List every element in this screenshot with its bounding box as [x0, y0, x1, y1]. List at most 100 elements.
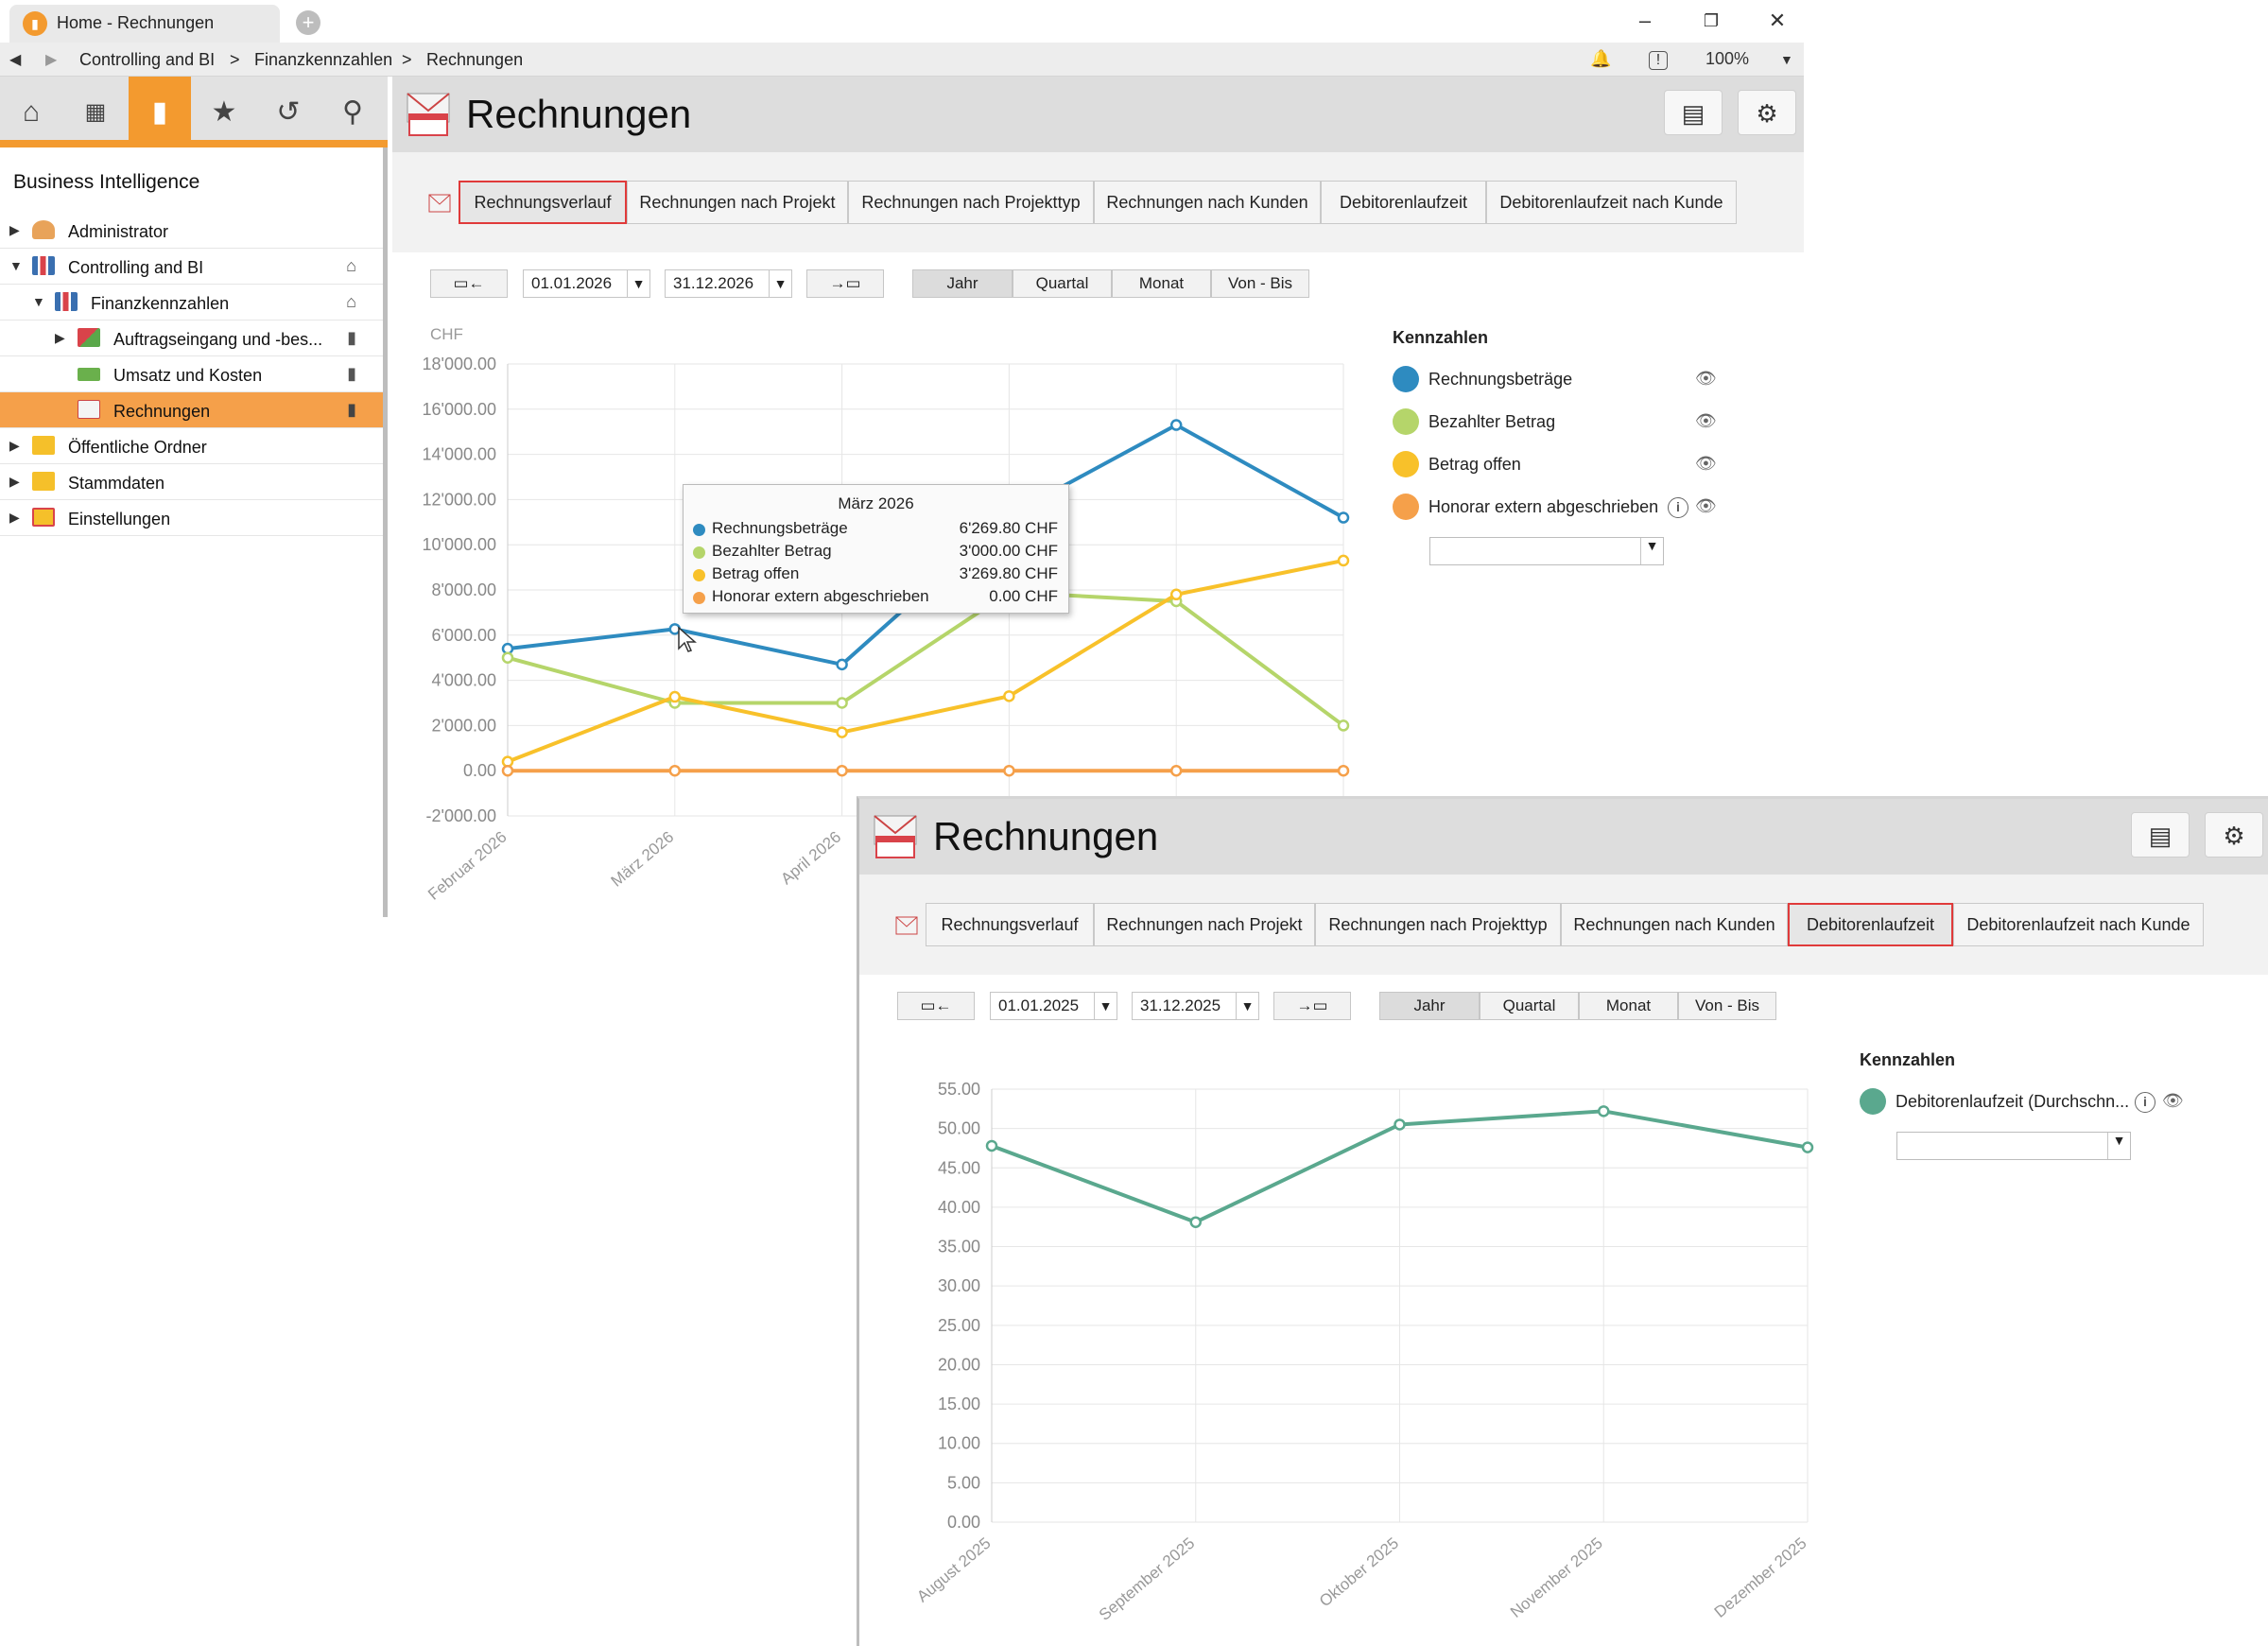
kennzahl-select[interactable]: ▼	[1429, 537, 1664, 565]
calendar-icon[interactable]: ▦	[84, 99, 107, 125]
zoom-level[interactable]: 100%	[1705, 49, 1750, 68]
tree-item-oeffentliche-ordner[interactable]: ▶ Öffentliche Ordner	[0, 428, 383, 464]
chart-icon[interactable]: ▮	[347, 364, 356, 383]
breadcrumb-item[interactable]: Rechnungen	[426, 50, 524, 69]
kennzahl-honorar-extern[interactable]: Honorar extern abgeschrieben i 👁	[1393, 494, 1771, 522]
browser-tab[interactable]: ▮ Home - Rechnungen	[9, 5, 280, 43]
tree-item-umsatz[interactable]: Umsatz und Kosten ▮	[0, 356, 383, 392]
kennzahl-select[interactable]: ▼	[1896, 1132, 2131, 1160]
kennzahlen-title: Kennzahlen	[1860, 1050, 1956, 1069]
tab-debitorenlaufzeit-nach-kunde[interactable]: Debitorenlaufzeit nach Kunde	[1486, 181, 1737, 224]
tab-debitorenlaufzeit[interactable]: Debitorenlaufzeit	[1788, 903, 1953, 946]
tab-debitorenlaufzeit-nach-kunde[interactable]: Debitorenlaufzeit nach Kunde	[1953, 903, 2204, 946]
tree-item-controlling[interactable]: ▼ Controlling and BI ⌂	[0, 249, 383, 285]
tab-rechnungen-nach-kunden[interactable]: Rechnungen nach Kunden	[1094, 181, 1321, 224]
next-period-button[interactable]: →▭	[806, 269, 884, 298]
export-button[interactable]: ▤	[1664, 90, 1723, 135]
eye-icon[interactable]: 👁	[1695, 454, 1717, 473]
eye-icon[interactable]: 👁	[2162, 1091, 2184, 1110]
settings-button[interactable]: ⚙	[1738, 90, 1796, 135]
date-from-picker[interactable]: 01.01.2025 ▼	[990, 992, 1117, 1020]
tree-item-stammdaten[interactable]: ▶ Stammdaten	[0, 464, 383, 500]
next-period-button[interactable]: →▭	[1273, 992, 1351, 1020]
date-to-picker[interactable]: 31.12.2026 ▼	[665, 269, 792, 298]
bell-icon[interactable]: 🔔	[1590, 49, 1612, 68]
legend-dot	[1393, 408, 1419, 435]
kennzahl-betrag-offen[interactable]: Betrag offen 👁	[1393, 451, 1771, 479]
export-button[interactable]: ▤	[2131, 812, 2190, 858]
restore-icon[interactable]: ❐	[1703, 11, 1720, 30]
period-von-bis[interactable]: Von - Bis	[1211, 269, 1309, 298]
tree-item-rechnungen[interactable]: Rechnungen ▮	[0, 392, 383, 428]
chart-icon[interactable]: ▮	[347, 328, 356, 347]
period-jahr[interactable]: Jahr	[912, 269, 1013, 298]
chevron-down-icon[interactable]: ▼	[1094, 993, 1117, 1019]
collapse-arrow-icon[interactable]: ▼	[32, 294, 45, 309]
history-icon[interactable]: ↺	[276, 96, 301, 128]
home-icon[interactable]: ⌂	[22, 96, 41, 128]
info-icon[interactable]: i	[1668, 497, 1688, 518]
back-arrow-icon[interactable]: ◀	[9, 52, 22, 68]
prev-period-button[interactable]: ▭←	[430, 269, 508, 298]
tab-rechnungen-nach-projekt[interactable]: Rechnungen nach Projekt	[627, 181, 848, 224]
tooltip-row: Rechnungsbeträge 6'269.80 CHF	[693, 519, 1062, 540]
minimize-icon[interactable]: –	[1638, 9, 1652, 32]
tab-rechnungen-nach-kunden[interactable]: Rechnungen nach Kunden	[1561, 903, 1788, 946]
tree-item-einstellungen[interactable]: ▶ Einstellungen	[0, 500, 383, 536]
tab-rechnungsverlauf[interactable]: Rechnungsverlauf	[926, 903, 1094, 946]
chevron-down-icon[interactable]: ▼	[769, 270, 791, 297]
x-tick-label: November 2025	[1507, 1534, 1606, 1621]
close-icon[interactable]: ✕	[1768, 9, 1787, 32]
chevron-down-icon[interactable]: ▼	[627, 270, 649, 297]
chevron-down-icon[interactable]: ▼	[1640, 538, 1663, 564]
tab-bar: Rechnungsverlauf Rechnungen nach Projekt…	[859, 875, 2268, 975]
period-quartal[interactable]: Quartal	[1480, 992, 1579, 1020]
date-from-picker[interactable]: 01.01.2026 ▼	[523, 269, 650, 298]
new-tab-icon[interactable]: +	[296, 10, 320, 35]
period-von-bis[interactable]: Von - Bis	[1678, 992, 1776, 1020]
data-point	[1337, 764, 1350, 777]
period-monat[interactable]: Monat	[1112, 269, 1211, 298]
breadcrumb-item[interactable]: Controlling and BI	[79, 50, 216, 69]
tab-rechnungen-nach-projekt[interactable]: Rechnungen nach Projekt	[1094, 903, 1315, 946]
period-jahr[interactable]: Jahr	[1379, 992, 1480, 1020]
tab-rechnungsverlauf[interactable]: Rechnungsverlauf	[459, 181, 627, 224]
period-monat[interactable]: Monat	[1579, 992, 1678, 1020]
period-quartal[interactable]: Quartal	[1013, 269, 1112, 298]
kennzahl-debitorenlaufzeit[interactable]: Debitorenlaufzeit (Durchschn... i 👁	[1860, 1088, 2238, 1117]
chevron-down-icon[interactable]: ▼	[2107, 1133, 2130, 1159]
breadcrumb-item[interactable]: Finanzkennzahlen	[254, 50, 393, 69]
home-icon[interactable]: ⌂	[346, 292, 356, 311]
chevron-down-icon[interactable]: ▼	[1780, 52, 1793, 67]
search-icon[interactable]: ⚲	[342, 96, 363, 128]
tab-rechnungen-nach-projekttyp[interactable]: Rechnungen nach Projekttyp	[1315, 903, 1561, 946]
tree-item-administrator[interactable]: ▶ Administrator	[0, 213, 383, 249]
expand-arrow-icon[interactable]: ▶	[55, 330, 65, 345]
info-icon[interactable]: i	[2135, 1092, 2155, 1113]
tab-rechnungen-nach-projekttyp[interactable]: Rechnungen nach Projekttyp	[848, 181, 1094, 224]
eye-icon[interactable]: 👁	[1695, 411, 1717, 430]
settings-button[interactable]: ⚙	[2205, 812, 2263, 858]
tooltip-row-value: 3'269.80 CHF	[959, 564, 1058, 582]
home-icon[interactable]: ⌂	[346, 256, 356, 275]
expand-arrow-icon[interactable]: ▶	[9, 222, 20, 237]
kennzahl-rechnungsbetraege[interactable]: Rechnungsbeträge 👁	[1393, 366, 1771, 394]
date-to-picker[interactable]: 31.12.2025 ▼	[1132, 992, 1259, 1020]
eye-icon[interactable]: 👁	[1695, 496, 1717, 515]
prev-period-button[interactable]: ▭←	[897, 992, 975, 1020]
tree-item-auftragseingang[interactable]: ▶ Auftragseingang und -bes... ▮	[0, 321, 383, 356]
expand-arrow-icon[interactable]: ▶	[9, 474, 20, 489]
collapse-arrow-icon[interactable]: ▼	[9, 258, 23, 273]
chart-icon[interactable]: ▮	[347, 400, 356, 419]
star-icon[interactable]: ★	[211, 96, 237, 128]
chart-icon[interactable]: ▮	[129, 77, 191, 147]
forward-arrow-icon[interactable]: ▶	[45, 52, 58, 68]
kennzahl-bezahlter-betrag[interactable]: Bezahlter Betrag 👁	[1393, 408, 1771, 437]
alert-icon[interactable]: !	[1649, 51, 1668, 70]
expand-arrow-icon[interactable]: ▶	[9, 438, 20, 453]
eye-icon[interactable]: 👁	[1695, 369, 1717, 388]
chevron-down-icon[interactable]: ▼	[1236, 993, 1258, 1019]
tab-debitorenlaufzeit[interactable]: Debitorenlaufzeit	[1321, 181, 1486, 224]
tree-item-finanzkennzahlen[interactable]: ▼ Finanzkennzahlen ⌂	[0, 285, 383, 321]
expand-arrow-icon[interactable]: ▶	[9, 510, 20, 525]
